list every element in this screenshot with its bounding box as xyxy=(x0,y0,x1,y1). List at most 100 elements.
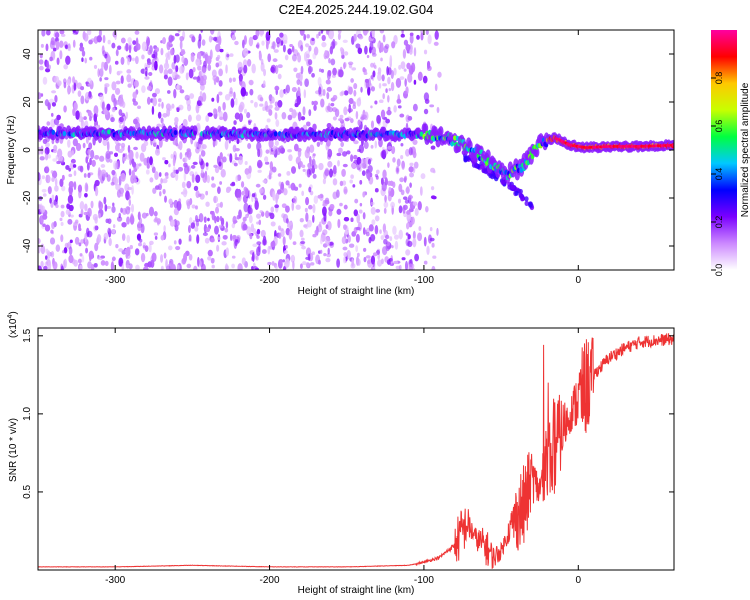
colorbar-tick-label: 0.2 xyxy=(714,216,724,229)
noise-speckle xyxy=(118,148,124,153)
noise-speckle xyxy=(386,65,389,76)
noise-speckle xyxy=(391,245,394,249)
noise-speckle xyxy=(414,207,419,216)
noise-speckle xyxy=(433,41,439,46)
noise-speckle xyxy=(200,169,204,174)
noise-speckle xyxy=(398,183,403,193)
noise-speckle xyxy=(183,171,187,182)
noise-speckle xyxy=(158,64,164,74)
noise-speckle xyxy=(59,30,65,35)
noise-speckle xyxy=(312,214,315,223)
noise-speckle xyxy=(256,246,261,257)
noise-speckle xyxy=(107,39,111,45)
noise-speckle xyxy=(112,224,116,229)
noise-speckle xyxy=(174,220,180,227)
noise-speckle xyxy=(134,55,139,65)
noise-speckle xyxy=(339,180,344,187)
noise-speckle xyxy=(50,112,54,117)
noise-speckle xyxy=(111,106,116,113)
y-tick-label: 1.0 xyxy=(22,406,33,420)
noise-speckle xyxy=(270,66,275,73)
noise-speckle xyxy=(387,106,391,112)
noise-speckle xyxy=(128,168,132,176)
noise-speckle xyxy=(163,252,167,259)
colorbar: 0.0 0.2 0.4 0.6 0.8 Normalized spectral ampl… xyxy=(711,30,750,276)
noise-speckle xyxy=(401,257,406,261)
noise-speckle xyxy=(356,97,362,107)
noise-speckle xyxy=(171,71,176,79)
noise-speckle xyxy=(255,183,261,188)
noise-speckle xyxy=(179,152,183,160)
noise-speckle xyxy=(62,259,66,270)
noise-speckle xyxy=(343,204,348,210)
noise-speckle xyxy=(434,83,438,92)
noise-speckle xyxy=(128,198,132,207)
noise-speckle xyxy=(52,158,58,162)
noise-speckle xyxy=(382,34,386,43)
noise-speckle xyxy=(299,81,303,87)
noise-speckle xyxy=(194,214,199,223)
noise-speckle xyxy=(427,34,432,45)
noise-speckle xyxy=(336,208,342,215)
noise-speckle xyxy=(380,42,384,53)
noise-speckle xyxy=(60,33,66,37)
noise-speckle xyxy=(247,58,252,67)
noise-speckle xyxy=(397,198,402,204)
noise-speckle xyxy=(326,86,332,92)
noise-speckle xyxy=(277,64,283,69)
noise-speckle xyxy=(43,265,48,270)
noise-speckle xyxy=(80,209,84,216)
noise-speckle xyxy=(318,86,322,95)
noise-speckle xyxy=(329,45,333,55)
noise-speckle xyxy=(246,226,252,236)
noise-speckle xyxy=(311,72,315,78)
noise-speckle xyxy=(104,83,110,88)
noise-speckle xyxy=(431,242,435,248)
noise-speckle xyxy=(162,178,168,184)
noise-speckle xyxy=(111,93,116,103)
noise-speckle xyxy=(211,264,215,269)
noise-speckle xyxy=(431,195,437,200)
noise-speckle xyxy=(288,154,293,162)
noise-speckle xyxy=(388,88,392,92)
noise-speckle xyxy=(419,186,423,196)
noise-speckle xyxy=(127,37,132,44)
noise-speckle xyxy=(274,85,280,91)
noise-speckle xyxy=(417,71,423,81)
colorbar-bar xyxy=(711,30,737,270)
noise-speckle xyxy=(72,164,77,168)
noise-speckle xyxy=(353,209,358,217)
noise-speckle xyxy=(133,178,137,183)
noise-speckle xyxy=(301,164,306,168)
noise-speckle xyxy=(234,112,240,120)
snr-frame xyxy=(37,327,675,571)
noise-speckle xyxy=(370,105,373,109)
noise-speckle xyxy=(137,211,141,221)
noise-speckle xyxy=(299,263,303,269)
noise-speckle xyxy=(46,60,49,70)
noise-speckle xyxy=(151,92,158,98)
noise-speckle xyxy=(243,64,248,74)
noise-speckle xyxy=(87,172,91,178)
noise-speckle xyxy=(177,30,181,33)
noise-speckle xyxy=(49,237,56,245)
noise-speckle xyxy=(215,43,221,53)
noise-speckle xyxy=(153,211,158,217)
noise-speckle xyxy=(268,108,273,116)
noise-speckle xyxy=(299,229,304,238)
noise-speckle xyxy=(44,147,50,155)
noise-speckle xyxy=(255,255,259,261)
noise-speckle xyxy=(377,73,382,81)
ridge-mark xyxy=(419,131,424,137)
noise-speckle xyxy=(77,165,83,171)
noise-speckle xyxy=(364,78,369,83)
noise-speckle xyxy=(117,45,122,50)
noise-speckle xyxy=(194,226,199,232)
noise-speckle xyxy=(281,112,287,120)
noise-speckle xyxy=(59,50,63,60)
noise-speckle xyxy=(42,214,48,220)
noise-speckle xyxy=(367,158,372,165)
noise-speckle xyxy=(378,82,382,89)
noise-speckle xyxy=(268,138,274,149)
noise-speckle xyxy=(270,206,275,213)
